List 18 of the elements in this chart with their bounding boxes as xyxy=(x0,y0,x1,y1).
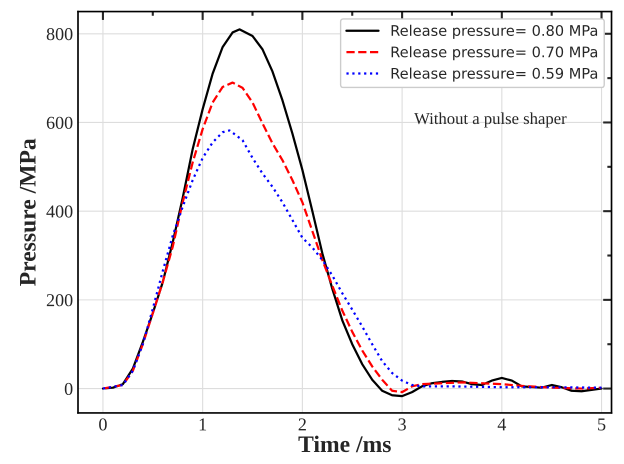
x-axis-title: Time /ms xyxy=(298,436,391,452)
legend-label: Release pressure= 0.59 MPa xyxy=(392,68,598,82)
y-axis-title: Pressure /MPa xyxy=(20,138,36,286)
y-tick-label: 0 xyxy=(64,382,72,396)
line-series xyxy=(102,129,603,390)
x-tick-label: 3 xyxy=(398,418,406,431)
x-tick-label: 0 xyxy=(99,418,107,431)
annotation: Without a pulse shaper xyxy=(414,112,567,128)
y-tick-label: 400 xyxy=(46,205,72,218)
x-tick-label: 1 xyxy=(200,418,206,430)
y-tick-label: 600 xyxy=(46,116,72,129)
x-tick-label: 4 xyxy=(498,418,506,430)
x-tick-label: 5 xyxy=(598,418,606,431)
legend-label: Release pressure= 0.80 MPa xyxy=(392,24,598,39)
x-tick-label: 2 xyxy=(298,418,306,430)
legend-label: Release pressure= 0.70 MPa xyxy=(392,46,598,60)
y-tick-label: 800 xyxy=(46,28,72,40)
y-tick-label: 200 xyxy=(46,294,72,306)
